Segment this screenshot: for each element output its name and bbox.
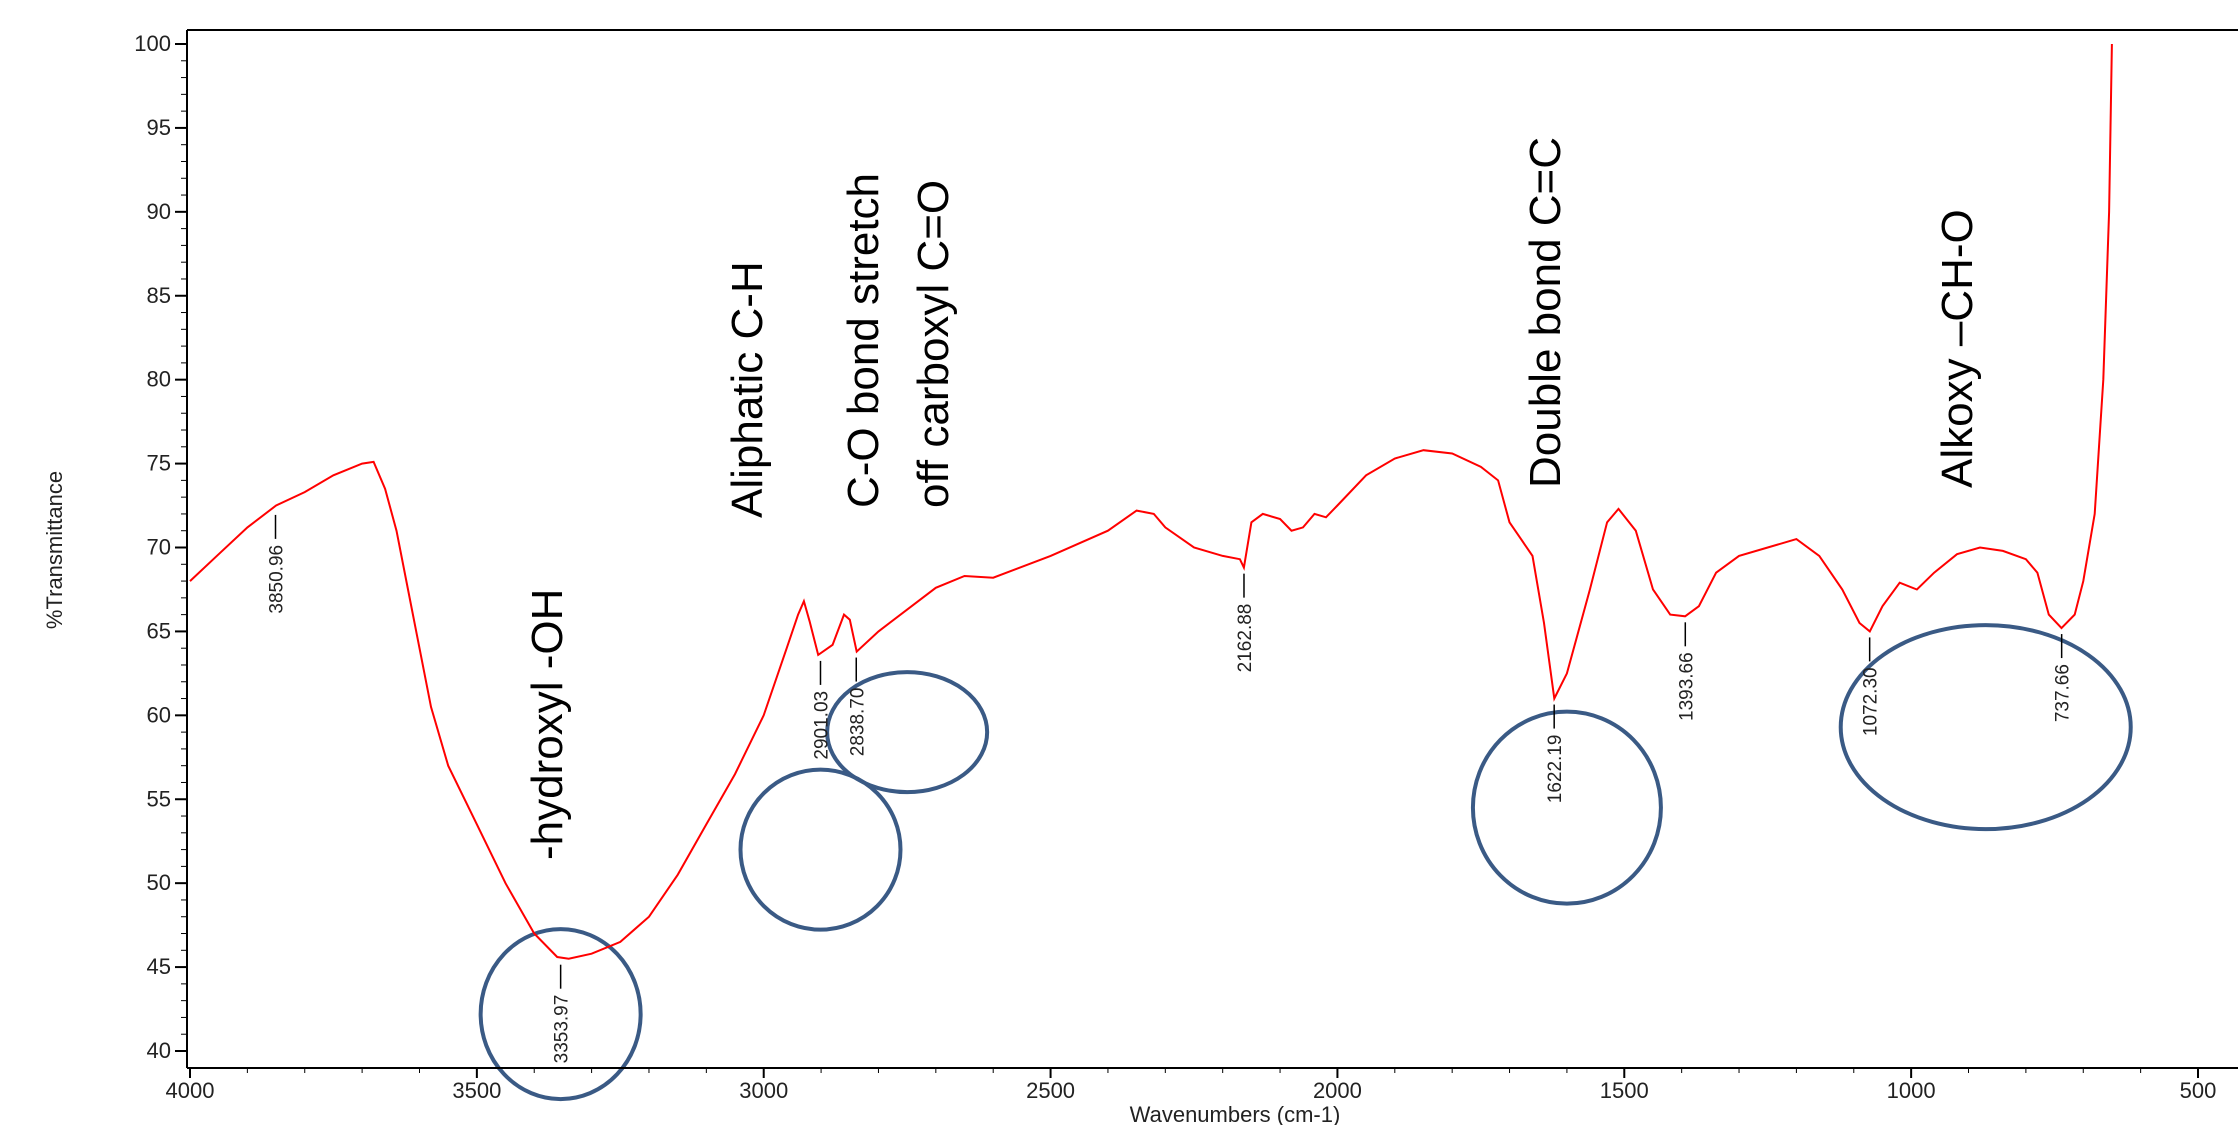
band-annotation: off carboxyl C=O [909,180,958,508]
y-tick-label: 80 [147,367,171,392]
x-tick-label: 2500 [1026,1078,1075,1103]
peak-label: 1622.19 [1545,735,1566,804]
x-tick-label: 1500 [1600,1078,1649,1103]
x-tick-label: 4000 [166,1078,215,1103]
y-tick-label: 55 [147,786,171,811]
y-ticks: 40 45 50 55 60 65 70 75 80 85 90 95 100 [134,31,187,1063]
peak-label: 1393.66 [1676,652,1697,721]
band-annotation: C-O bond stretch [839,173,888,508]
band-annotation: Double bond C=C [1521,137,1570,488]
y-tick-label: 50 [147,870,171,895]
peak-label: 3353.97 [552,995,573,1064]
band-annotations: -hydroxyl -OH Aliphatic C-H C-O bond stret… [523,137,1982,860]
x-tick-label: 3500 [452,1078,501,1103]
band-annotation: Aliphatic C-H [723,261,772,518]
y-tick-label: 100 [134,31,171,56]
highlight-circle [825,670,990,795]
peak-label: 1072.30 [1861,667,1882,736]
y-tick-label: 70 [147,535,171,560]
y-tick-label: 65 [147,618,171,643]
y-tick-label: 45 [147,954,171,979]
y-tick-label: 95 [147,115,171,140]
highlight-circle [478,927,643,1102]
band-annotation: Alkoxy –CH-O [1933,209,1982,488]
x-axis-title: Wavenumbers (cm-1) [1130,1102,1341,1125]
spectrum-line [189,43,2113,960]
highlight-circle [738,767,903,932]
peak-label: 2838.70 [847,688,868,757]
x-tick-label: 2000 [1313,1078,1362,1103]
x-tick-label: 3000 [739,1078,788,1103]
peak-label: 3850.96 [267,545,288,614]
y-tick-label: 75 [147,451,171,476]
x-tick-label: 500 [2180,1078,2217,1103]
axes [186,29,2238,1069]
highlight-circles [478,623,2133,1102]
y-axis-title: %Transmittance [42,471,67,629]
peak-label: 737.66 [2053,664,2074,722]
y-tick-label: 60 [147,702,171,727]
peak-label: 2162.88 [1235,604,1256,673]
y-tick-label: 90 [147,199,171,224]
peak-label: 2901.03 [811,691,832,760]
highlight-circle [1470,709,1663,906]
band-annotation: -hydroxyl -OH [523,589,572,860]
peak-labels: 3850.96 3353.97 2901.03 2838.70 2162.88 1622.… [267,514,2074,1064]
y-tick-label: 85 [147,283,171,308]
x-tick-label: 1000 [1887,1078,1936,1103]
y-tick-label: 40 [147,1038,171,1063]
x-ticks: 4000 3500 3000 2500 2000 1500 1000 500 [166,1068,2217,1103]
highlight-circle [1838,623,2133,832]
